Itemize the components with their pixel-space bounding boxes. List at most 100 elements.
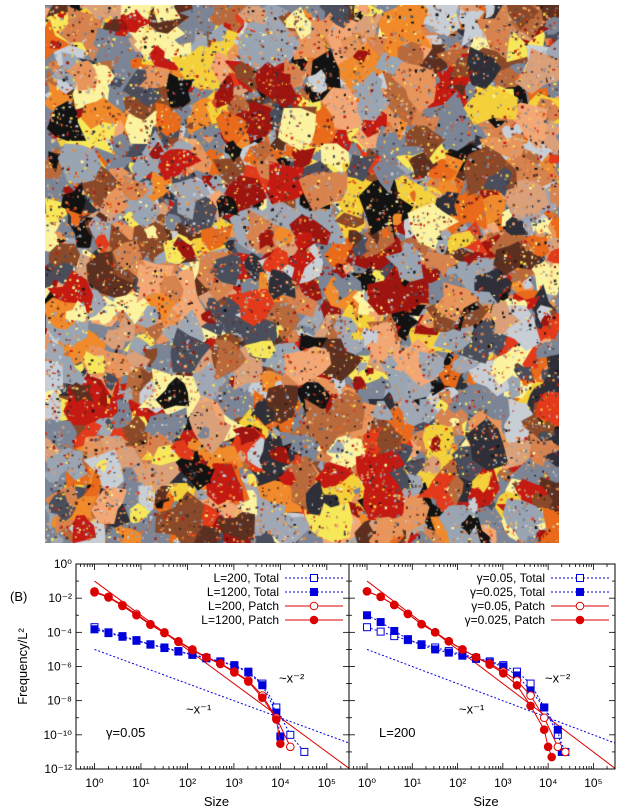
- x-tick-label: 10⁰: [85, 776, 103, 790]
- data-point-square: [444, 648, 453, 657]
- y-tick-label: 10⁻¹⁰: [44, 728, 73, 742]
- data-point-square: [363, 623, 372, 632]
- reference-line-label: ~x⁻¹: [459, 702, 485, 717]
- data-point-circle: [575, 601, 585, 611]
- data-point-square: [174, 647, 183, 656]
- data-point-circle: [174, 637, 183, 647]
- data-point-circle: [512, 680, 522, 690]
- data-point-circle: [258, 693, 267, 702]
- x-tick-label: 10²: [449, 776, 466, 790]
- data-point-circle: [132, 610, 141, 620]
- legend-label: γ=0.05, Total: [477, 571, 545, 585]
- panel-label-b: (B): [10, 589, 28, 604]
- data-point-circle: [389, 600, 399, 610]
- data-point-circle: [499, 668, 508, 678]
- y-tick-label: 10⁻⁸: [47, 694, 72, 708]
- legend-label: γ=0.025, Total: [470, 585, 545, 599]
- panel-annotation: γ=0.05: [106, 725, 145, 740]
- data-point-circle: [146, 620, 155, 629]
- legend-label: L=200, Total: [213, 571, 279, 585]
- data-point-circle: [376, 592, 385, 602]
- data-point-circle: [526, 691, 535, 700]
- x-tick-label: 10³: [494, 776, 511, 790]
- data-point-circle: [90, 588, 99, 597]
- series-line: [94, 628, 281, 737]
- data-point-circle: [458, 645, 467, 654]
- y-tick-label: 10⁻⁴: [47, 625, 72, 639]
- data-point-circle: [272, 715, 281, 724]
- data-point-square: [376, 627, 385, 636]
- data-point-circle: [202, 653, 211, 662]
- data-point-circle: [471, 652, 481, 662]
- data-point-circle: [444, 636, 454, 646]
- data-point-square: [276, 732, 285, 741]
- x-tick-label: 10⁴: [271, 776, 290, 790]
- reference-line-label: ~x⁻²: [545, 670, 571, 685]
- x-tick-label: 10⁴: [539, 776, 558, 790]
- data-point-square: [576, 588, 584, 596]
- data-point-square: [376, 618, 385, 627]
- reference-line: [366, 648, 615, 744]
- y-tick-label: 10⁻⁶: [47, 660, 72, 674]
- data-point-circle: [230, 668, 239, 677]
- reference-line-label: ~x⁻²: [279, 670, 305, 685]
- panel-annotation: L=200: [379, 725, 416, 740]
- data-point-square: [417, 641, 426, 650]
- data-point-square: [132, 636, 141, 645]
- legend-label: L=1200, Total: [207, 585, 279, 599]
- data-point-square: [576, 574, 584, 582]
- data-point-square: [390, 626, 399, 635]
- data-point-square: [540, 703, 549, 712]
- data-point-circle: [553, 742, 563, 752]
- data-point-square: [300, 747, 309, 756]
- y-tick-label: 10⁻¹²: [44, 762, 72, 776]
- x-tick-label: 10¹: [132, 776, 149, 790]
- data-point-square: [146, 640, 155, 649]
- legend-label: L=1200, Patch: [201, 613, 279, 627]
- data-point-circle: [526, 701, 535, 711]
- data-point-circle: [485, 660, 494, 669]
- data-point-square: [160, 644, 169, 653]
- x-tick-label: 10²: [179, 776, 196, 790]
- data-point-circle: [286, 742, 295, 752]
- data-point-circle: [417, 619, 426, 629]
- plot-area: [362, 580, 615, 769]
- data-point-circle: [539, 713, 549, 723]
- data-point-square: [310, 588, 318, 596]
- data-point-circle: [244, 677, 253, 686]
- data-point-square: [118, 632, 127, 641]
- data-point-circle: [561, 747, 570, 757]
- data-point-circle: [543, 742, 553, 752]
- y-tick-label: 10⁻²: [48, 591, 72, 605]
- data-point-circle: [309, 615, 319, 625]
- legend-label: γ=0.025, Patch: [465, 613, 545, 627]
- series-line: [366, 590, 553, 758]
- data-point-circle: [403, 609, 413, 619]
- x-axis-label: Size: [204, 794, 229, 808]
- x-axis-label: Size: [473, 794, 498, 808]
- data-point-square: [526, 679, 535, 688]
- data-point-circle: [104, 593, 113, 602]
- legend-label: γ=0.05, Patch: [471, 599, 545, 613]
- data-point-square: [90, 625, 99, 634]
- reference-line: [94, 648, 349, 744]
- data-point-circle: [547, 752, 557, 762]
- data-point-circle: [575, 615, 585, 625]
- series-line: [366, 626, 566, 753]
- data-point-square: [403, 635, 412, 644]
- colored-patch-mosaic: [45, 5, 559, 543]
- data-point-square: [104, 629, 113, 638]
- data-point-circle: [276, 739, 285, 749]
- data-point-circle: [362, 587, 372, 596]
- data-point-square: [310, 574, 318, 582]
- x-tick-label: 10¹: [404, 776, 421, 790]
- data-point-circle: [309, 601, 319, 611]
- data-point-square: [431, 645, 440, 654]
- data-point-circle: [160, 628, 169, 638]
- data-point-square: [286, 730, 295, 739]
- plot-panel-1: 10⁰ 10¹ 10² 10³ 10⁴ 10⁵ 10⁰ 10⁻² 10⁻⁴ 10⁻⁶ 10⁻⁸ 10⁻…: [15, 557, 350, 808]
- data-point-circle: [430, 628, 440, 637]
- data-point-circle: [539, 725, 549, 734]
- reference-line-label: ~x⁻¹: [186, 702, 212, 717]
